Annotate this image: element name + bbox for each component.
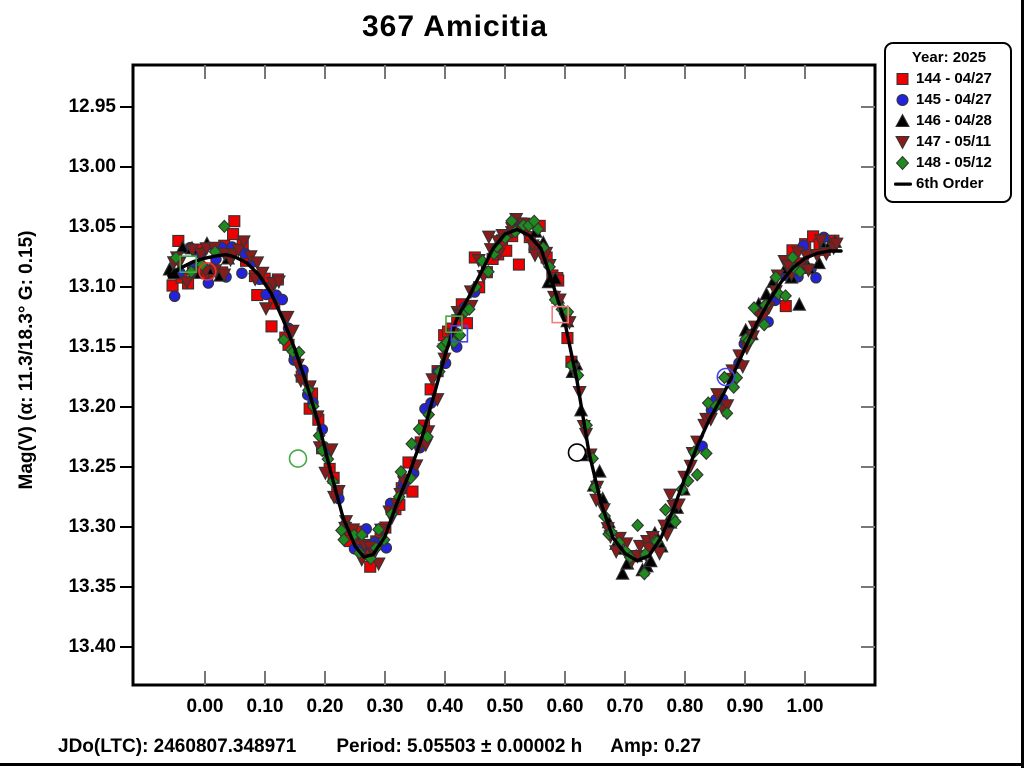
y-tick-label: 12.95 bbox=[68, 96, 116, 117]
y-tick-label: 13.30 bbox=[68, 516, 116, 537]
square-icon bbox=[894, 71, 916, 87]
legend-year-label: Year: 2025 bbox=[911, 49, 987, 66]
triangle-up-icon bbox=[894, 112, 916, 129]
legend-item: 6th Order bbox=[894, 173, 1004, 194]
y-tick-label: 13.00 bbox=[68, 156, 116, 177]
legend-item-label: 6th Order bbox=[916, 175, 984, 192]
y-tick-label: 13.35 bbox=[68, 576, 116, 597]
x-tick-label: 0.30 bbox=[366, 696, 404, 717]
x-tick-label: 0.90 bbox=[726, 696, 764, 717]
y-tick-label: 13.10 bbox=[68, 276, 116, 297]
y-tick-label: 13.15 bbox=[68, 336, 116, 357]
legend-item-label: 147 - 05/11 bbox=[916, 133, 992, 150]
legend-item-label: 144 - 04/27 bbox=[916, 70, 992, 87]
legend-item-label: 145 - 04/27 bbox=[916, 91, 992, 108]
x-tick-label: 0.70 bbox=[606, 696, 644, 717]
legend-item: 148 - 05/12 bbox=[894, 152, 1004, 173]
x-tick-label: 1.00 bbox=[786, 696, 824, 717]
y-tick-label: 13.40 bbox=[68, 636, 116, 657]
diamond-icon bbox=[894, 155, 916, 171]
triangle-down-icon bbox=[894, 134, 916, 150]
x-tick-label: 0.50 bbox=[486, 696, 524, 717]
footer-amp: Amp: 0.27 bbox=[610, 736, 702, 757]
window-right-edge bbox=[1021, 0, 1024, 768]
y-tick-label: 13.05 bbox=[68, 216, 116, 237]
footer-jd0: JDo(LTC): 2460807.348971 bbox=[58, 736, 297, 757]
window-bottom-edge bbox=[0, 763, 1024, 766]
y-tick-label: 13.20 bbox=[68, 396, 116, 417]
circle-icon bbox=[894, 92, 916, 108]
x-tick-label: 0.20 bbox=[306, 696, 344, 717]
legend-item: 144 - 04/27 bbox=[894, 68, 1004, 89]
chart-title: 367 Amicitia bbox=[362, 10, 548, 43]
x-tick-label: 0.40 bbox=[426, 696, 464, 717]
legend-item-label: 146 - 04/28 bbox=[916, 112, 992, 129]
legend-item-label: 148 - 05/12 bbox=[916, 154, 992, 171]
footer-period: Period: 5.05503 ± 0.00002 h bbox=[336, 736, 583, 757]
legend-item: 147 - 05/11 bbox=[894, 131, 1004, 152]
legend-item: 146 - 04/28 bbox=[894, 110, 1004, 131]
y-tick-label: 13.25 bbox=[68, 456, 116, 477]
x-tick-label: 0.60 bbox=[546, 696, 584, 717]
x-tick-label: 0.10 bbox=[246, 696, 284, 717]
legend-items: 144 - 04/27 145 - 04/27 146 - 04/28 147 - 0… bbox=[894, 68, 1004, 194]
x-tick-label: 0.80 bbox=[666, 696, 704, 717]
legend: Year: 2025 144 - 04/27 145 - 04/27 146 - 0… bbox=[884, 42, 1012, 203]
line-icon bbox=[894, 176, 916, 192]
x-tick-label: 0.00 bbox=[186, 696, 224, 717]
footer-stats: JDo(LTC): 2460807.348971 Period: 5.05503 … bbox=[58, 736, 701, 758]
legend-item: 145 - 04/27 bbox=[894, 89, 1004, 110]
